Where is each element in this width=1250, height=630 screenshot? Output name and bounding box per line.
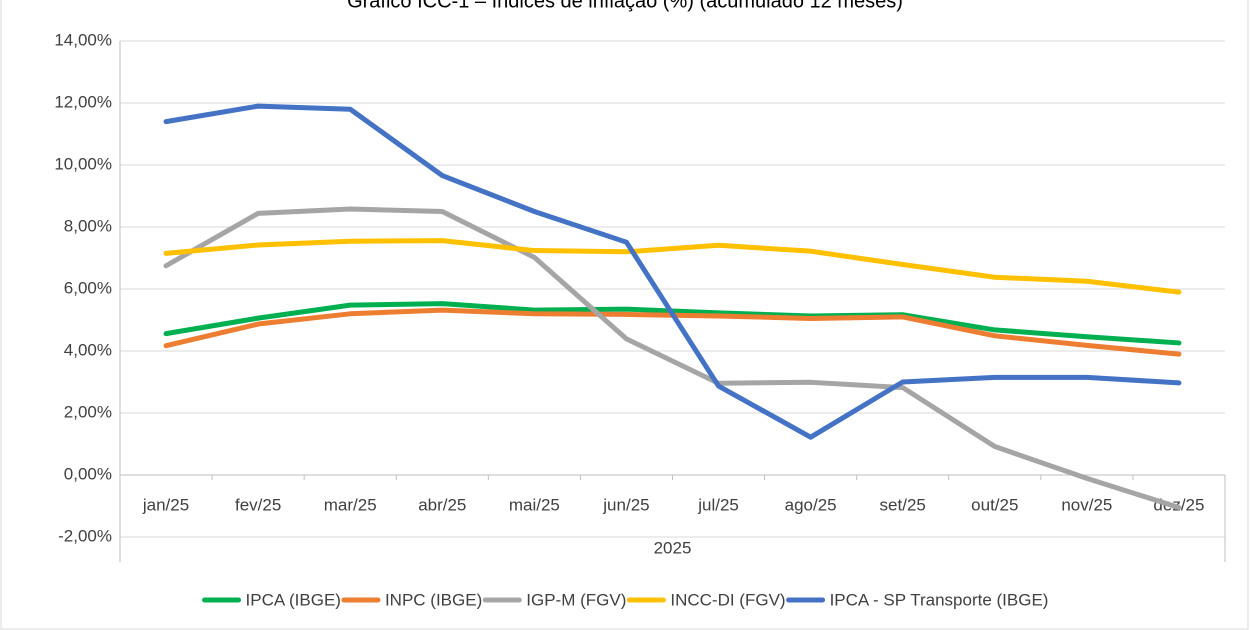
- series-line: [163, 103, 1182, 440]
- y-tick-label: 12,00%: [54, 92, 112, 111]
- x-tick-label: jan/25: [142, 495, 189, 514]
- x-tick-label: mar/25: [324, 495, 377, 514]
- y-tick-label: 14,00%: [54, 30, 112, 49]
- x-tick-label: jun/25: [602, 495, 649, 514]
- y-tick-label: 2,00%: [64, 402, 112, 421]
- series-line: [163, 206, 1182, 511]
- y-tick-label: 0,00%: [64, 464, 112, 483]
- x-tick-label: fev/25: [235, 495, 281, 514]
- y-tick-label: -2,00%: [58, 526, 112, 545]
- x-tick-label: set/25: [880, 495, 926, 514]
- series-line: [163, 238, 1182, 295]
- x-tick-label: out/25: [971, 495, 1018, 514]
- x-tick-label: abr/25: [418, 495, 466, 514]
- legend-label: INCC-DI (FGV): [670, 590, 785, 609]
- x-tick-label: jul/25: [697, 495, 739, 514]
- y-tick-label: 10,00%: [54, 154, 112, 173]
- x-tick-label: mai/25: [509, 495, 560, 514]
- x-tick-label: nov/25: [1061, 495, 1112, 514]
- y-tick-label: 8,00%: [64, 216, 112, 235]
- legend-label: IPCA - SP Transporte (IBGE): [830, 590, 1049, 609]
- legend-label: INPC (IBGE): [385, 590, 482, 609]
- y-tick-label: 4,00%: [64, 340, 112, 359]
- legend-label: IGP-M (FGV): [526, 590, 626, 609]
- legend-label: IPCA (IBGE): [246, 590, 341, 609]
- x-group-label: 2025: [654, 538, 692, 557]
- chart-title: Gráfico ICC-1 – Índices de inflação (%) …: [347, 0, 903, 12]
- x-tick-label: ago/25: [785, 495, 837, 514]
- y-tick-label: 6,00%: [64, 278, 112, 297]
